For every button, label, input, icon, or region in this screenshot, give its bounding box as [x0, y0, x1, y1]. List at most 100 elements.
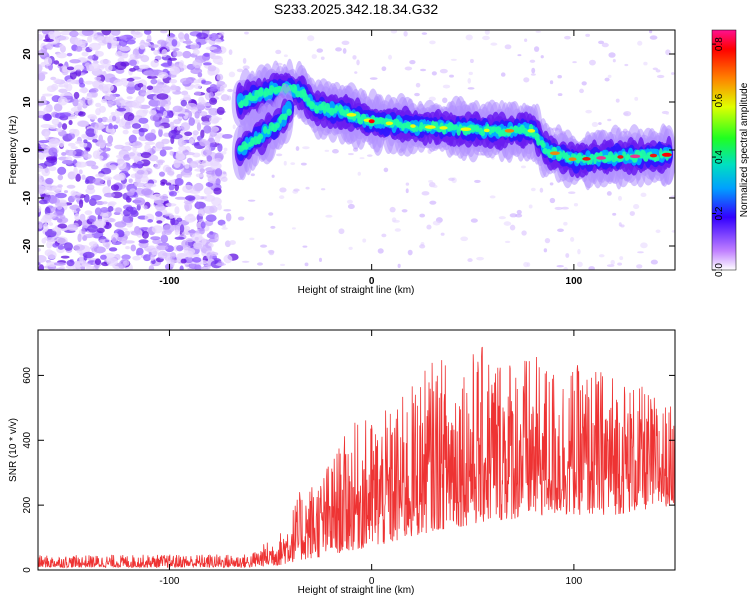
- spectrogram-cell: [136, 169, 145, 175]
- spectrogram-cell: [212, 48, 223, 54]
- spectrogram-cell: [63, 242, 73, 251]
- spectrogram-cell: [362, 238, 367, 243]
- spectrogram-cell: [591, 121, 599, 128]
- spectrogram-cell: [155, 113, 163, 118]
- spectrogram-cell: [75, 173, 81, 182]
- spectrogram-cell: [103, 252, 116, 260]
- spectrogram-cell: [131, 123, 142, 129]
- spectrogram-cell: [126, 96, 133, 100]
- spectrogram-cell: [543, 248, 548, 253]
- spectrogram-cell: [81, 133, 88, 139]
- spectrogram-cell: [182, 50, 192, 59]
- spectrogram-cell: [92, 150, 100, 159]
- spectrogram-cell: [200, 99, 206, 105]
- spectrogram-cell: [143, 254, 152, 262]
- spectrogram-cell: [57, 96, 68, 106]
- spectrogram-cell: [203, 205, 215, 214]
- spectrogram-cell: [88, 42, 101, 51]
- spectrogram-cell: [178, 32, 185, 40]
- spectrogram-cell: [77, 233, 82, 243]
- spectrogram-cell: [123, 208, 131, 217]
- spectrogram-ridge-cell: [262, 126, 268, 134]
- spectrogram-cell: [69, 70, 77, 80]
- spectrogram-cell: [650, 259, 658, 265]
- spectrogram-cell: [88, 62, 101, 72]
- spectrogram-cell: [201, 121, 212, 126]
- spectrogram-cell: [94, 76, 102, 81]
- spectrogram-cell: [192, 130, 199, 136]
- spectrogram-cell: [192, 49, 200, 56]
- spectrogram-cell: [159, 149, 167, 157]
- spectrogram-cell: [73, 64, 85, 71]
- spectrogram-cell: [129, 67, 136, 72]
- spectrogram-ridge-cell: [536, 137, 541, 146]
- spectrogram-cell: [138, 128, 149, 133]
- spectrogram-cell: [214, 92, 222, 96]
- spectrogram-cell: [109, 218, 116, 223]
- spectrogram-cell: [291, 227, 296, 230]
- spectrogram-cell: [249, 237, 255, 241]
- spectrogram-cell: [67, 224, 77, 228]
- spectrogram-cell: [498, 216, 506, 220]
- spectrogram-cell: [144, 183, 157, 188]
- spectrogram-cell: [176, 245, 184, 252]
- spectrogram-cell: [38, 165, 44, 173]
- spectrogram-cell: [649, 30, 653, 34]
- spectrogram-cell: [96, 227, 105, 234]
- spectrogram-cell: [205, 214, 217, 222]
- spectrogram-cell: [196, 32, 209, 40]
- spectrogram-cell: [130, 164, 139, 169]
- spectrogram-cell: [205, 36, 210, 43]
- page-title: S233.2025.342.18.34.G32: [273, 1, 439, 17]
- spectrogram-cell: [138, 117, 149, 124]
- spectrogram-cell: [554, 206, 563, 210]
- spectrogram-cell: [53, 261, 66, 266]
- colorbar-label: Normalized spectral amplitude: [739, 82, 750, 217]
- spectrogram-cell: [209, 251, 219, 257]
- spectrogram-cell: [624, 63, 629, 67]
- spectrogram-cell: [521, 230, 527, 236]
- spectrogram-cell: [432, 184, 438, 188]
- spectrogram-cell: [200, 221, 206, 229]
- spectrogram-cell: [188, 161, 199, 169]
- spectrogram-cell: [112, 232, 119, 239]
- spectrogram-cell: [671, 230, 675, 233]
- spectrogram-cell: [197, 208, 206, 217]
- spectrogram-cell: [45, 229, 57, 238]
- spectrogram-cell: [92, 178, 104, 185]
- spectrogram-cell: [177, 113, 186, 117]
- spectrogram-cell: [604, 77, 610, 82]
- spectrogram-ridge-cell: [302, 92, 308, 102]
- spectrogram-cell: [87, 55, 95, 60]
- spectrogram-cell: [167, 202, 172, 207]
- spectrogram-cell: [38, 174, 41, 180]
- spectrogram-cell: [176, 217, 183, 222]
- spectrogram-cell: [389, 206, 396, 213]
- spectrogram-ridge-cell: [283, 113, 288, 121]
- spectrogram-cell: [141, 188, 153, 196]
- spectrogram-cell: [104, 63, 113, 72]
- spectrogram-cell: [116, 107, 127, 112]
- spectrogram-cell: [530, 187, 536, 192]
- spectrogram-cell: [279, 187, 287, 193]
- spectrogram-cell: [530, 73, 536, 76]
- spectrogram-cell: [122, 124, 132, 130]
- spectrogram-cell: [111, 30, 121, 36]
- spectrogram-cell: [304, 262, 309, 267]
- spectrogram-cell: [53, 211, 65, 216]
- spectrogram-cell: [58, 88, 68, 93]
- spectrogram-cell: [51, 118, 60, 126]
- spectrogram-cell: [112, 237, 117, 245]
- spectrogram-peak-cell: [527, 129, 536, 133]
- spectrogram-cell: [290, 162, 296, 166]
- spectrogram-cell: [113, 124, 119, 130]
- spectrogram-cell: [636, 264, 643, 269]
- spectrogram-cell: [82, 103, 88, 109]
- spectrogram-cell: [656, 74, 665, 79]
- spectrogram-cell: [94, 122, 105, 131]
- spectrogram-cell: [150, 78, 158, 85]
- spectrogram-cell: [489, 195, 496, 199]
- spectrogram-cell: [108, 123, 113, 131]
- spectrogram-cell: [147, 69, 159, 77]
